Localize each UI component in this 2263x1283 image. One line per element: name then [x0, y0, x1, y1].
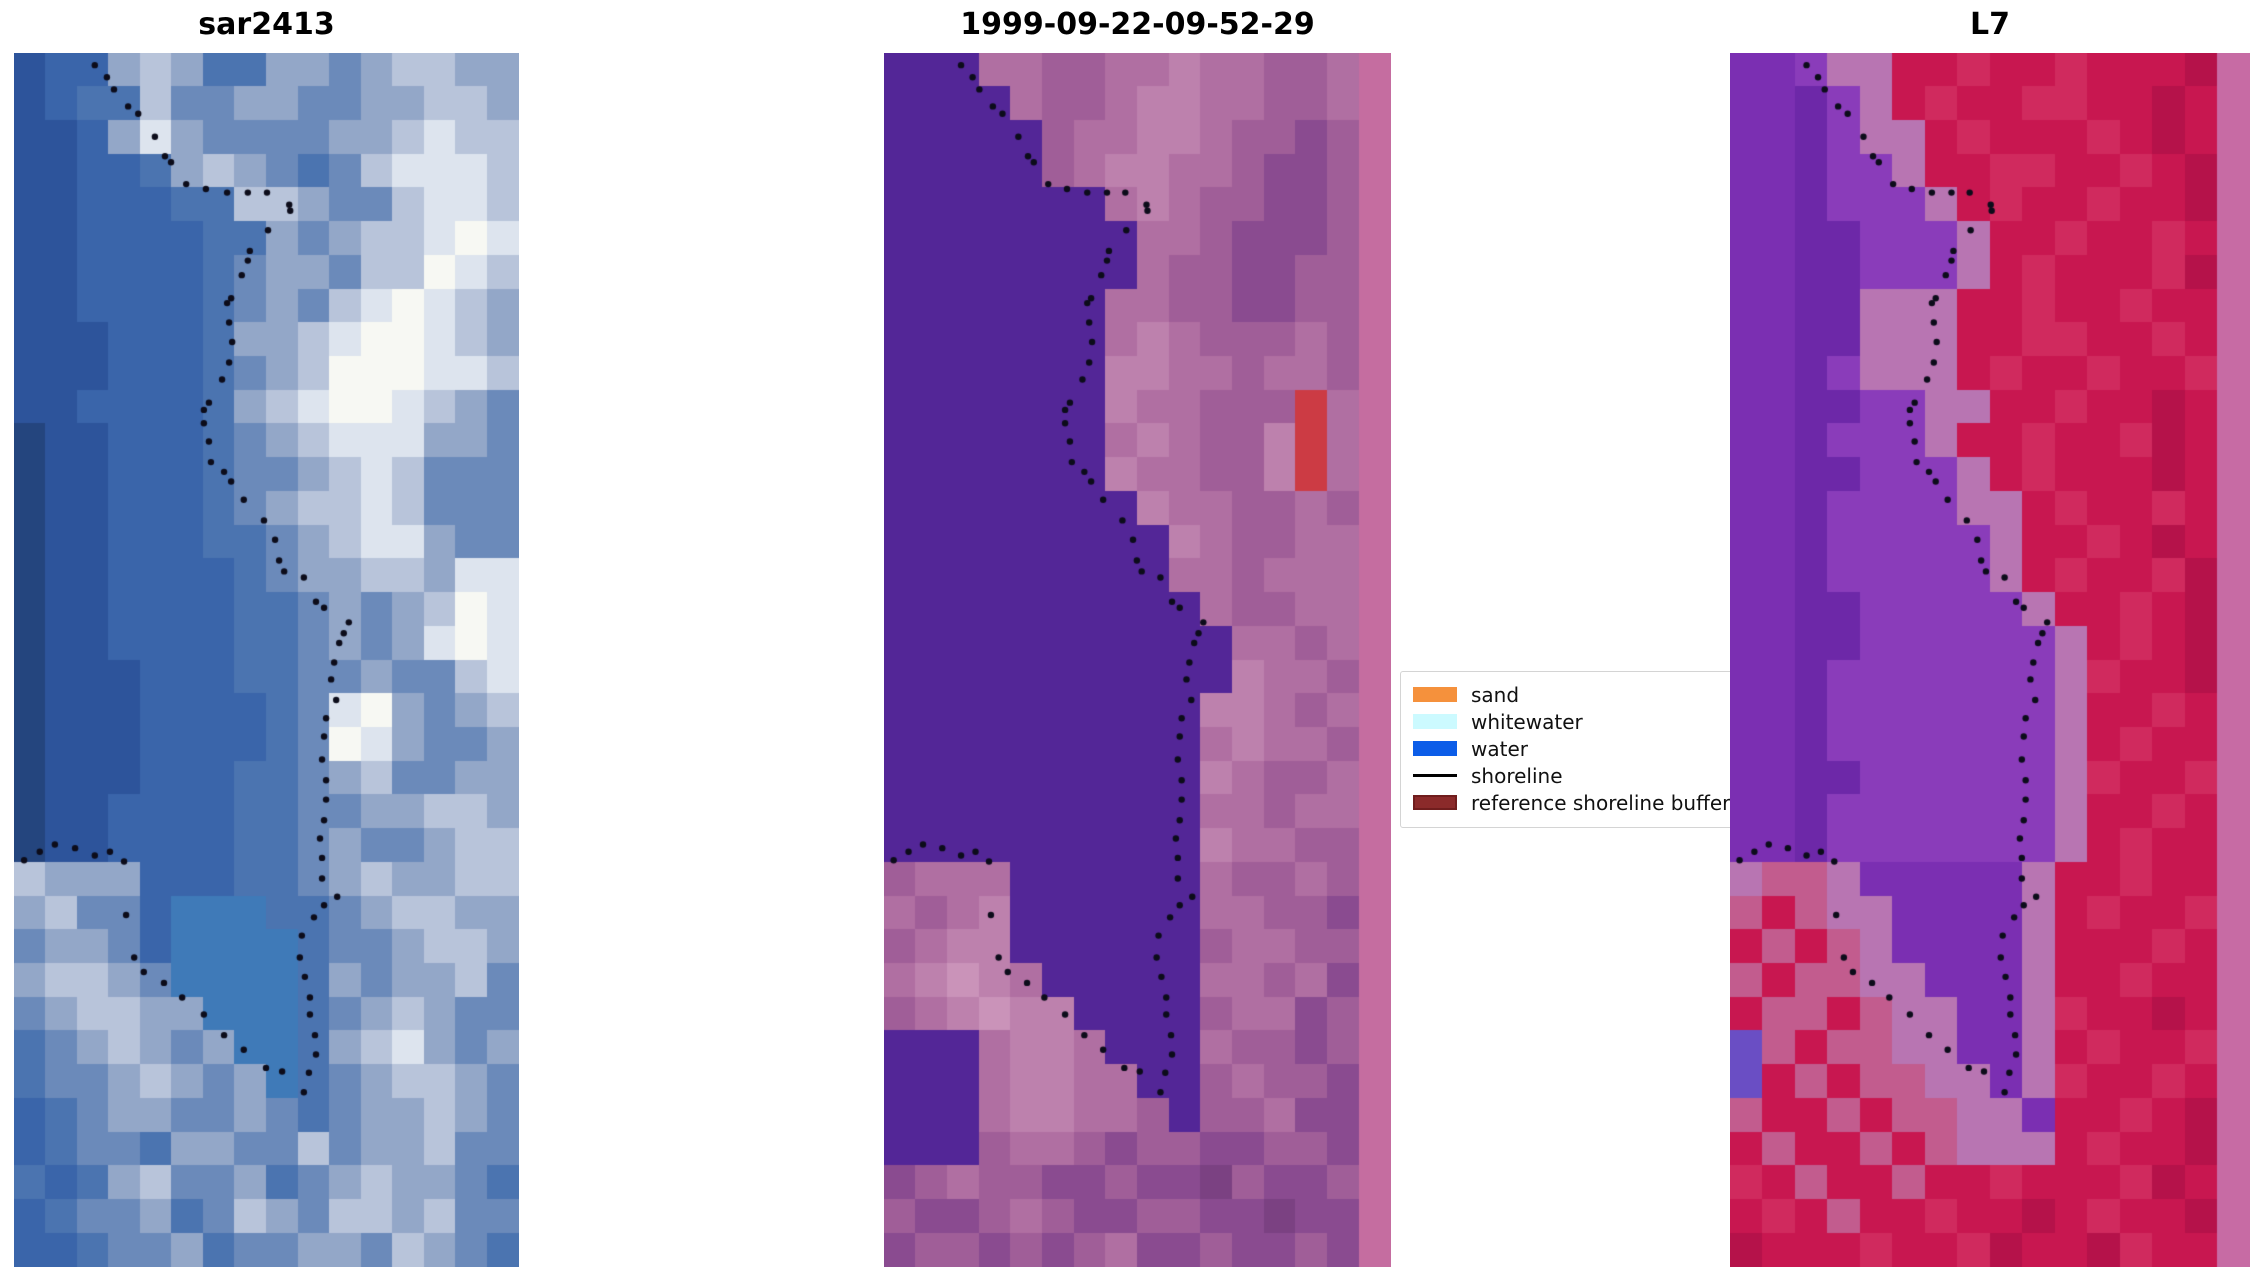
legend-swatch-shoreline: [1413, 774, 1457, 777]
legend-label: water: [1471, 736, 1528, 761]
legend-swatch-sand: [1413, 687, 1457, 702]
legend-item-whitewater: whitewater: [1413, 708, 1739, 735]
legend: sand whitewater water shoreline reference sh…: [1400, 671, 1752, 828]
legend-item-sand: sand: [1413, 681, 1739, 708]
legend-item-shoreline: shoreline: [1413, 762, 1739, 789]
legend-label: whitewater: [1471, 709, 1583, 734]
classified-image: [884, 53, 1391, 1267]
legend-swatch-water: [1413, 741, 1457, 756]
l7-image: [1730, 53, 2250, 1267]
legend-item-reference: reference shoreline buffer: [1413, 789, 1739, 816]
panel-title-l7: L7: [1970, 7, 2010, 42]
panel-title-sar: sar2413: [198, 7, 335, 42]
panel-l7: L7: [1730, 7, 2250, 1267]
legend-label: sand: [1471, 682, 1520, 707]
legend-item-water: water: [1413, 735, 1739, 762]
legend-swatch-reference: [1413, 795, 1457, 810]
legend-label: shoreline: [1471, 763, 1563, 788]
panel-title-classified: 1999-09-22-09-52-29: [960, 7, 1315, 42]
panel-classified: 1999-09-22-09-52-29: [884, 7, 1391, 1267]
sar-image: [14, 53, 519, 1267]
legend-swatch-whitewater: [1413, 714, 1457, 729]
panel-sar: sar2413: [14, 7, 519, 1267]
legend-label: reference shoreline buffer: [1471, 790, 1731, 815]
